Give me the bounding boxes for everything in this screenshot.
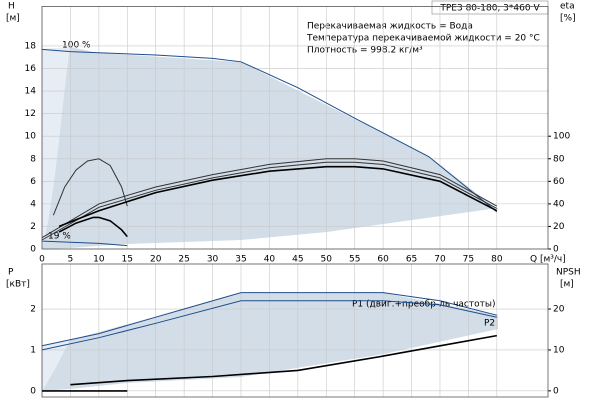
x-tick-label: 40 [264, 255, 276, 265]
y2-tick-label: 20 [553, 222, 565, 232]
y-tick-label: 1 [30, 345, 36, 355]
legend-entry: P1 (двиг.+преобр-ль частоты) [352, 300, 496, 310]
x-tick-label: 10 [93, 255, 105, 265]
y-label: P [8, 268, 14, 278]
annotation: 19 % [48, 232, 71, 242]
y-tick-label: 18 [25, 41, 37, 51]
y2-unit: [%] [560, 14, 576, 24]
x-tick-label: 45 [292, 255, 303, 265]
series-line [41, 300, 497, 351]
annotation: Перекачиваемая жидкость = Вода [307, 22, 473, 32]
x-tick-label: 20 [150, 255, 162, 265]
annotation: Плотность = 998.2 кг/м³ [307, 46, 423, 56]
x-tick-label: 75 [463, 255, 474, 265]
x-tick-label: 60 [377, 255, 389, 265]
plot-frame [41, 6, 549, 250]
series-line [58, 216, 128, 238]
series-line [70, 334, 497, 386]
y2-tick-label: 20 [553, 305, 565, 315]
y2-tick-label: 0 [553, 386, 559, 396]
y-tick-label: 10 [25, 132, 37, 142]
y2-tick-label: 10 [553, 345, 565, 355]
x-tick-label: 0 [39, 255, 45, 265]
y-tick-label: 2 [30, 222, 36, 232]
y-tick-label: 0 [30, 245, 36, 255]
y-tick-label: 12 [25, 109, 36, 119]
series-line [41, 292, 497, 347]
x-tick-label: 30 [207, 255, 219, 265]
y2-tick-label: 60 [553, 177, 565, 187]
y2-label: NPSH [556, 268, 581, 278]
series-line [58, 165, 498, 228]
series-line [41, 161, 498, 241]
legend-entry: P2 [484, 319, 495, 329]
y-tick-label: 0 [30, 386, 36, 396]
y2-tick-label: 0 [553, 245, 559, 255]
y-tick-label: 6 [30, 177, 36, 187]
series-line [41, 240, 128, 247]
x-tick-label: 35 [235, 255, 246, 265]
x-label: Q [м³/ч] [530, 255, 566, 265]
x-tick-label: 70 [434, 255, 446, 265]
x-tick-label: 50 [321, 255, 333, 265]
y-tick-label: 4 [30, 199, 36, 209]
x-tick-label: 25 [178, 255, 189, 265]
plot-frame [41, 263, 549, 398]
series-line [52, 158, 128, 216]
y-tick-label: 2 [30, 305, 36, 315]
y2-label: eta [560, 2, 575, 12]
y2-tick-label: 80 [553, 154, 565, 164]
operating-range [42, 47, 498, 249]
annotation: 100 % [62, 41, 91, 51]
x-tick-label: 15 [122, 255, 133, 265]
y2-tick-label: 40 [553, 199, 565, 209]
y2-tick-label: 100 [553, 132, 570, 142]
x-tick-label: 65 [406, 255, 417, 265]
y-tick-label: 8 [30, 154, 36, 164]
chart-title: TPE3 80-180, 3*460 V [439, 4, 540, 14]
x-tick-label: 80 [491, 255, 503, 265]
x-tick-label: 5 [68, 255, 74, 265]
y-unit: [м] [6, 14, 20, 24]
series-line [41, 158, 498, 239]
power-range-edge [42, 340, 70, 391]
series-line [41, 48, 498, 213]
y-tick-label: 16 [25, 64, 37, 74]
x-tick-label: 55 [349, 255, 360, 265]
operating-range-edge [42, 47, 70, 249]
annotation: Температура перекачиваемой жидкости = 20… [306, 34, 540, 44]
y2-unit: [м] [560, 280, 574, 290]
y-tick-label: 14 [25, 87, 37, 97]
y-label: H [8, 2, 15, 12]
y-unit: [кВт] [6, 280, 30, 290]
